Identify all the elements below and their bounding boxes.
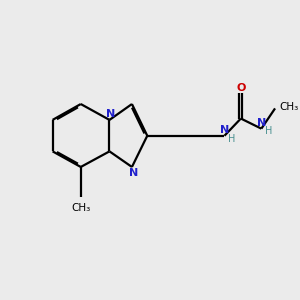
Text: N: N bbox=[257, 118, 266, 128]
Text: N: N bbox=[106, 109, 116, 119]
Text: O: O bbox=[236, 83, 245, 93]
Text: CH₃: CH₃ bbox=[279, 102, 298, 112]
Text: CH₃: CH₃ bbox=[71, 203, 90, 213]
Text: H: H bbox=[265, 126, 273, 136]
Text: H: H bbox=[228, 134, 236, 144]
Text: N: N bbox=[220, 125, 230, 135]
Text: N: N bbox=[129, 168, 138, 178]
